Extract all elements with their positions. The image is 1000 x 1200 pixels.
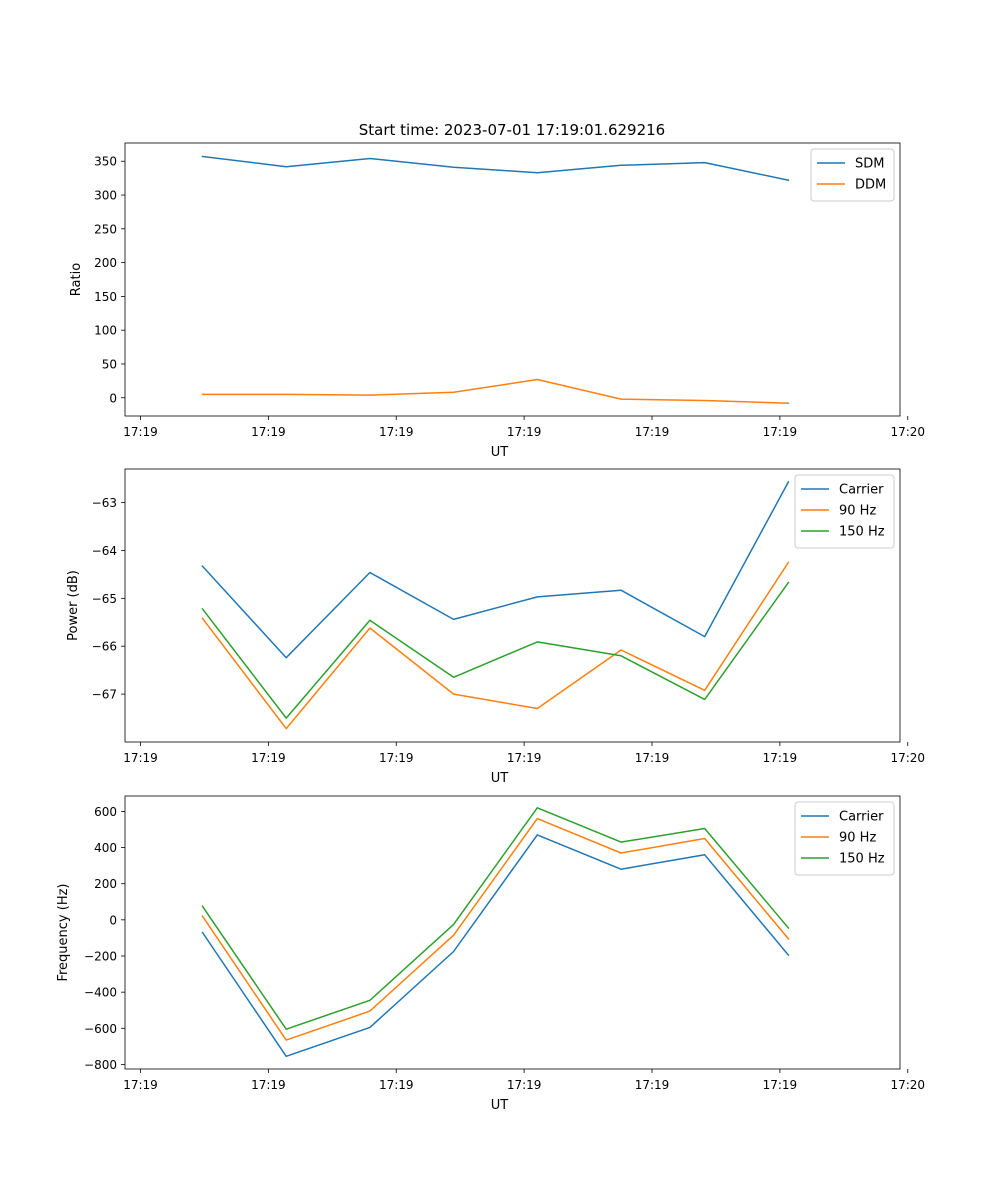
frequency-x-tick-label: 17:19 [507, 1078, 542, 1092]
frequency-series-90-hz-line [201, 817, 790, 1041]
power-panel: 17:19 17:19 17:19 17:19 17:19 17:19 17:20 −67 −6… [66, 468, 925, 786]
ratio-legend-box [810, 148, 895, 202]
frequency-axes-frame [124, 795, 901, 1070]
ratio-series-ddm-line [201, 378, 790, 404]
ratio-legend: SDM DDM [810, 148, 895, 202]
frequency-x-tick-label: 17:20 [890, 1078, 925, 1092]
ratio-x-tick-label: 17:19 [763, 425, 798, 439]
frequency-y-tick-label: 200 [94, 877, 117, 891]
ratio-x-tick-label: 17:19 [379, 425, 414, 439]
frequency-y-axis-label: Frequency (Hz) [56, 883, 71, 981]
power-x-tick-label: 17:20 [890, 751, 925, 765]
ratio-legend-entry: DDM [855, 178, 886, 193]
ratio-series-sdm-line [201, 155, 790, 182]
frequency-x-tick-label: 17:19 [379, 1078, 414, 1092]
ratio-legend-entry: SDM [855, 157, 884, 172]
ratio-axes-frame [124, 142, 901, 417]
power-y-axis-label: Power (dB) [66, 570, 81, 641]
frequency-plot-area [201, 807, 790, 1058]
frequency-x-tick-label: 17:19 [763, 1078, 798, 1092]
power-plot-area [201, 480, 790, 730]
ratio-panel: 17:19 17:19 17:19 17:19 17:19 17:19 17:20 0 50 10… [69, 142, 925, 460]
ratio-y-tick-label: 100 [94, 324, 117, 338]
frequency-y-tick-label: −400 [84, 986, 117, 1000]
power-legend-entry: Carrier [839, 483, 884, 498]
power-legend-box [794, 474, 895, 549]
power-x-tick-label: 17:19 [763, 751, 798, 765]
frequency-panel: 17:19 17:19 17:19 17:19 17:19 17:19 17:20 −800 −… [56, 795, 925, 1113]
ratio-y-tick-label: 250 [94, 222, 117, 236]
power-series-150-hz-line [201, 581, 790, 719]
frequency-x-tick-label: 17:19 [635, 1078, 670, 1092]
ratio-y-tick-label: 350 [94, 155, 117, 169]
power-legend-entry: 90 Hz [839, 504, 876, 519]
frequency-y-tick-label: 0 [109, 913, 117, 927]
frequency-series-150-hz-line [201, 807, 790, 1030]
power-y-tick-label: −67 [92, 688, 117, 702]
ratio-y-tick-label: 150 [94, 290, 117, 304]
power-x-tick-label: 17:19 [507, 751, 542, 765]
power-x-axis-label: UT [491, 771, 509, 786]
ratio-x-tick-label: 17:19 [507, 425, 542, 439]
power-axes-frame [124, 468, 901, 743]
ratio-y-axis-label: Ratio [69, 263, 84, 296]
power-y-tick-label: −66 [92, 640, 117, 654]
power-legend: Carrier 90 Hz 150 Hz [794, 474, 895, 549]
power-x-tick-label: 17:19 [251, 751, 286, 765]
power-y-tick-label: −64 [92, 544, 117, 558]
power-x-tick-label: 17:19 [635, 751, 670, 765]
frequency-y-tick-label: −200 [84, 950, 117, 964]
ratio-x-tick-label: 17:19 [635, 425, 670, 439]
power-y-tick-label: −65 [92, 592, 117, 606]
frequency-x-tick-label: 17:19 [251, 1078, 286, 1092]
frequency-legend-entry: Carrier [839, 810, 884, 825]
power-legend-entry: 150 Hz [839, 525, 885, 540]
ratio-y-tick-label: 0 [109, 391, 117, 405]
ratio-y-tick-label: 200 [94, 256, 117, 270]
frequency-legend-entry: 90 Hz [839, 831, 876, 846]
ratio-plot-area [201, 155, 790, 404]
frequency-y-tick-label: −600 [84, 1022, 117, 1036]
ratio-x-tick-label: 17:20 [890, 425, 925, 439]
frequency-x-tick-label: 17:19 [123, 1078, 158, 1092]
ratio-x-axis-label: UT [491, 445, 509, 460]
frequency-series-carrier-line [201, 834, 790, 1058]
frequency-legend-entry: 150 Hz [839, 852, 885, 867]
power-series-90-hz-line [201, 561, 790, 730]
ratio-x-tick-label: 17:19 [123, 425, 158, 439]
frequency-legend-box [794, 801, 895, 876]
frequency-y-tick-label: −800 [84, 1058, 117, 1072]
power-x-tick-label: 17:19 [123, 751, 158, 765]
ratio-y-tick-label: 300 [94, 189, 117, 203]
frequency-x-axis-label: UT [491, 1098, 509, 1113]
power-x-tick-label: 17:19 [379, 751, 414, 765]
frequency-y-tick-label: 400 [94, 841, 117, 855]
ratio-y-tick-label: 50 [102, 357, 117, 371]
frequency-legend: Carrier 90 Hz 150 Hz [794, 801, 895, 876]
power-series-carrier-line [201, 480, 790, 659]
power-y-tick-label: −63 [92, 496, 117, 510]
figure-title: Start time: 2023-07-01 17:19:01.629216 [359, 121, 665, 139]
frequency-y-tick-label: 600 [94, 805, 117, 819]
ratio-x-tick-label: 17:19 [251, 425, 286, 439]
